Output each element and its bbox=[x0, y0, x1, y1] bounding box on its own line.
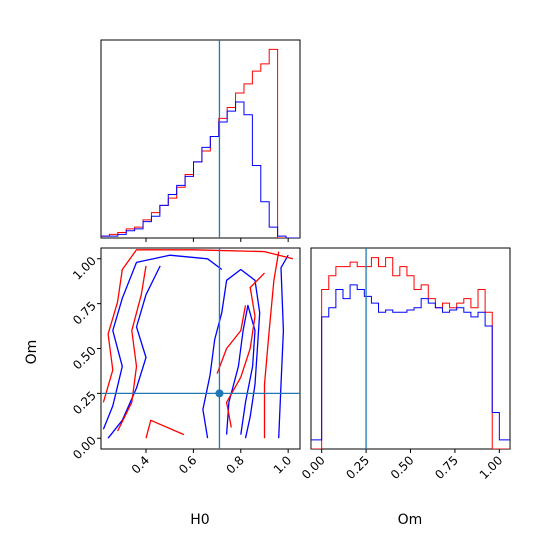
joint-contour-1-0 bbox=[102, 249, 294, 403]
joint-contour-1-2 bbox=[145, 419, 185, 439]
om-histogram-frame bbox=[310, 247, 511, 450]
joint-y-tick-label-4: 1.00 bbox=[70, 254, 99, 283]
om-hist-x-tick-label-1: 0.25 bbox=[343, 453, 372, 482]
joint-x-tick-label-2: 0.8 bbox=[223, 453, 246, 476]
om-histogram bbox=[311, 248, 510, 449]
joint-contour-0-4 bbox=[278, 254, 289, 439]
joint-x-tick-label-0: 0.4 bbox=[129, 453, 152, 476]
joint-x-tick-label-3: 1.0 bbox=[271, 453, 294, 476]
h0-histogram-frame bbox=[100, 39, 301, 239]
joint-truth-point bbox=[215, 389, 224, 398]
joint-contour-1-1 bbox=[117, 265, 147, 432]
h0-hist-series-0 bbox=[101, 48, 300, 238]
om-hist-x-tick-label-2: 0.50 bbox=[388, 453, 417, 482]
h0-hist-series-1 bbox=[101, 101, 300, 238]
om-hist-x-tick-label-3: 0.75 bbox=[432, 453, 461, 482]
joint-contour-1-3 bbox=[263, 251, 280, 439]
joint-y-tick-label-3: 0.75 bbox=[70, 299, 99, 328]
joint-contour-1-4 bbox=[225, 272, 265, 428]
joint-contour-1-5 bbox=[216, 305, 247, 374]
om-axis-label-left: Om bbox=[24, 340, 40, 365]
joint-contour-0-0 bbox=[202, 268, 261, 439]
joint-y-tick-label-0: 0.00 bbox=[70, 433, 99, 462]
joint-contours bbox=[101, 248, 300, 449]
h0-histogram bbox=[101, 40, 300, 238]
h0-axis-label: H0 bbox=[190, 512, 209, 528]
om-hist-series-1 bbox=[311, 284, 510, 449]
om-hist-series-0 bbox=[311, 257, 510, 449]
joint-x-tick-label-1: 0.6 bbox=[176, 453, 199, 476]
om-hist-x-tick-label-4: 1.00 bbox=[477, 453, 506, 482]
joint-contour-0-1 bbox=[225, 304, 256, 435]
joint-y-tick-label-1: 0.25 bbox=[70, 388, 99, 417]
joint-y-tick-label-2: 0.50 bbox=[70, 344, 99, 373]
om-axis-label-bottom: Om bbox=[398, 512, 423, 528]
om-hist-x-tick-label-0: 0.00 bbox=[299, 453, 328, 482]
